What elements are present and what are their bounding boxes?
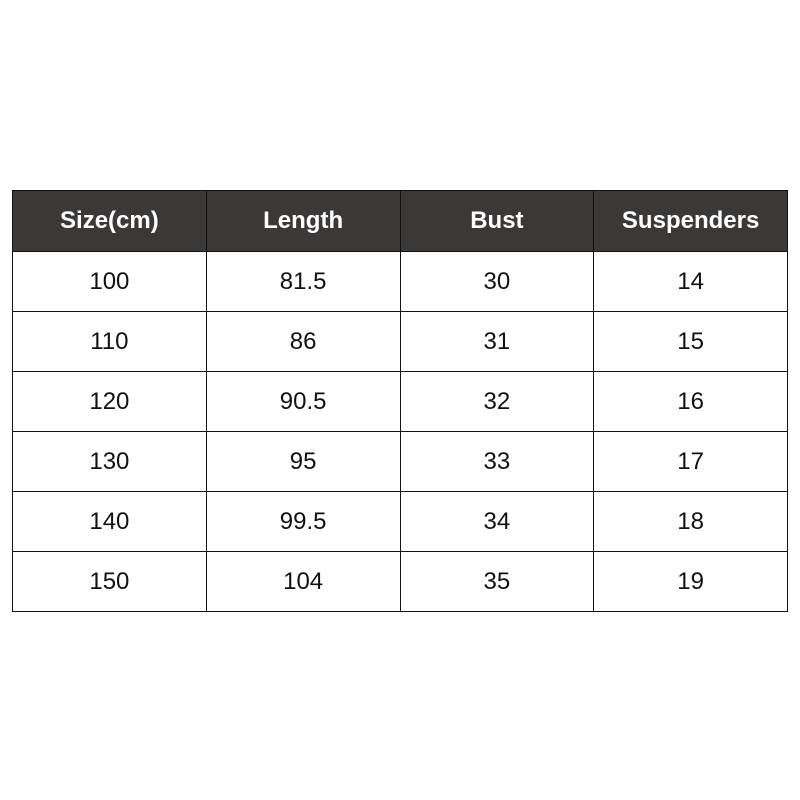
header-row: Size(cm) Length Bust Suspenders [12,190,788,252]
table-row: 140 99.5 34 18 [12,491,788,552]
cell-size: 120 [12,371,207,432]
cell-suspenders: 17 [593,431,788,492]
table-row: 100 81.5 30 14 [12,251,788,312]
cell-length: 99.5 [205,491,401,552]
cell-bust: 35 [399,551,595,612]
cell-size: 110 [12,311,207,372]
table-row: 110 86 31 15 [12,311,788,372]
cell-size: 130 [12,431,207,492]
cell-bust: 34 [399,491,595,552]
header-size: Size(cm) [12,190,207,252]
cell-suspenders: 15 [593,311,788,372]
size-chart-table: Size(cm) Length Bust Suspenders 100 81.5 3… [12,190,788,612]
header-bust: Bust [399,190,595,252]
cell-length: 86 [205,311,401,372]
cell-suspenders: 18 [593,491,788,552]
table-row: 120 90.5 32 16 [12,371,788,432]
cell-suspenders: 14 [593,251,788,312]
cell-length: 81.5 [205,251,401,312]
header-length: Length [205,190,401,252]
cell-size: 140 [12,491,207,552]
cell-length: 95 [205,431,401,492]
header-suspenders: Suspenders [593,190,788,252]
cell-length: 90.5 [205,371,401,432]
cell-size: 150 [12,551,207,612]
cell-size: 100 [12,251,207,312]
table-row: 150 104 35 19 [12,551,788,612]
cell-bust: 31 [399,311,595,372]
cell-length: 104 [205,551,401,612]
cell-bust: 32 [399,371,595,432]
table-row: 130 95 33 17 [12,431,788,492]
cell-bust: 33 [399,431,595,492]
cell-suspenders: 16 [593,371,788,432]
cell-bust: 30 [399,251,595,312]
cell-suspenders: 19 [593,551,788,612]
